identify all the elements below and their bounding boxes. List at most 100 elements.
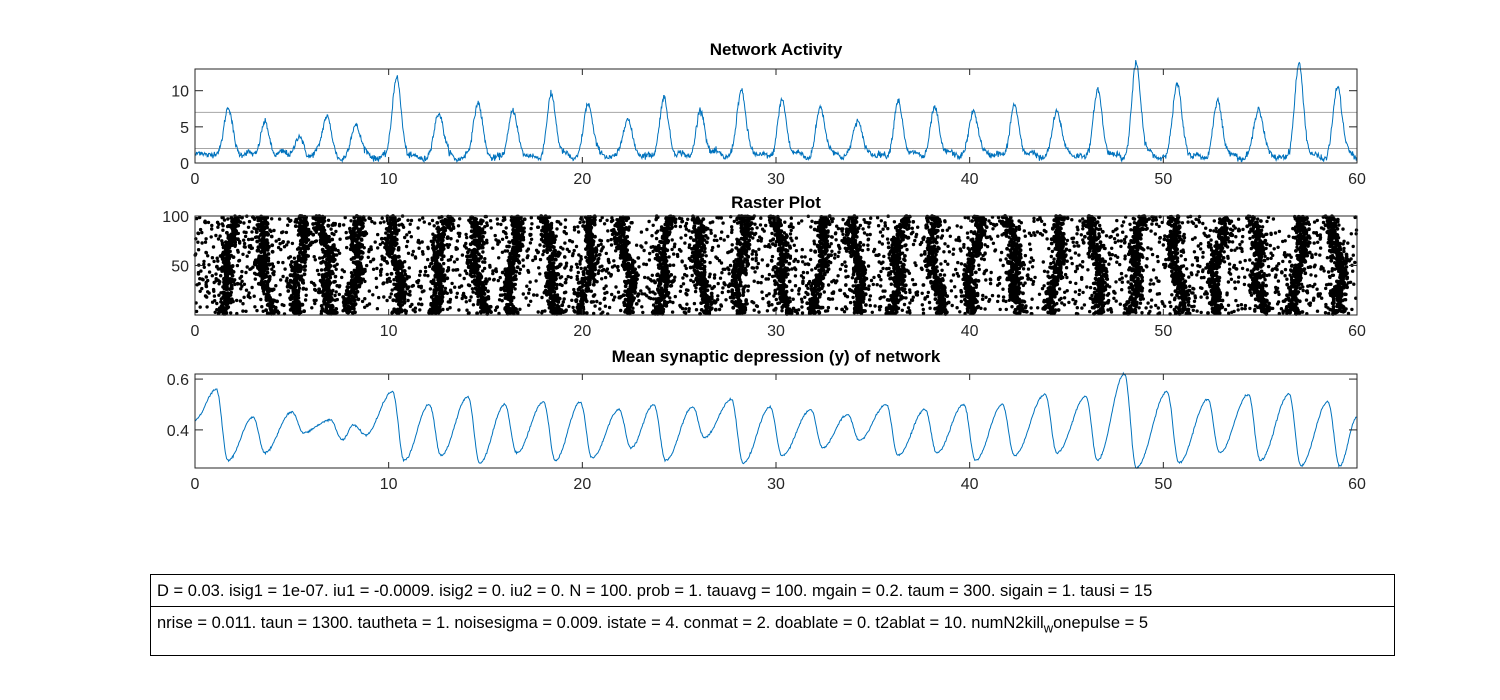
network-activity-xtick-label: 0 [191,171,200,188]
raster-spike [562,297,566,301]
raster-spike [458,217,462,221]
raster-spike [606,229,610,233]
raster-spike [350,294,354,298]
raster-spike [1186,220,1190,224]
raster-spike [295,265,300,270]
raster-spike [255,239,260,244]
raster-spike [403,291,408,296]
raster-spike [200,286,204,291]
raster-spike [382,220,386,224]
raster-spike [988,277,992,281]
raster-spike [726,289,731,294]
raster-spike [1081,217,1085,221]
raster-spike [610,216,614,220]
raster-spike [455,291,459,295]
raster-spike [1245,268,1250,272]
raster-spike [983,243,987,247]
raster-spike [1315,218,1320,223]
raster-spike [417,302,421,306]
raster-spike [767,272,772,277]
raster-spike [363,269,367,273]
raster-spike [1330,269,1334,273]
raster-spike [867,221,871,226]
raster-spike [831,290,836,294]
raster-spike [1114,299,1118,303]
raster-spike [723,267,727,271]
raster-spike [393,267,397,272]
raster-spike [863,220,867,224]
raster-spike [1082,303,1087,307]
raster-spike [491,269,495,273]
raster-spike [1149,298,1154,302]
raster-spike [1148,288,1153,293]
raster-spike [517,271,522,275]
raster-spike [204,251,209,255]
raster-spike [1004,257,1008,261]
raster-spike [448,306,452,310]
raster-spike [279,247,283,252]
raster-spike [400,291,405,296]
raster-spike [1080,275,1084,280]
raster-spike [311,232,316,237]
raster-spike [643,292,647,296]
raster-spike [1124,235,1128,239]
raster-spike [1291,226,1295,231]
raster-spike [763,244,767,248]
raster-spike [536,225,540,229]
raster-spike [270,243,275,248]
raster-spike [437,228,441,233]
raster-spike [1149,247,1153,251]
raster-spike [981,297,985,301]
raster-spike [358,228,362,233]
raster-spike [431,246,435,251]
raster-spike [299,267,303,272]
raster-spike [878,230,883,234]
raster-spike [418,269,423,274]
raster-spike [1075,240,1079,245]
raster-spike [481,260,485,264]
raster-spike [564,261,569,265]
raster-spike [1031,258,1035,263]
raster-spike [1112,290,1116,294]
raster-spike [198,289,202,293]
raster-spike [301,255,306,260]
raster-spike [505,249,510,253]
raster-spike [959,290,963,294]
raster-spike [411,308,415,312]
raster-spike [337,292,341,297]
raster-spike [224,298,228,303]
raster-spike [809,248,813,252]
raster-spike [755,266,759,270]
raster-spike [600,215,604,220]
raster-spike [358,244,363,249]
raster-spike [433,237,437,242]
raster-spike [575,274,579,279]
raster-spike [646,276,650,280]
raster-spike [619,308,623,313]
raster-spike [806,286,810,290]
raster-spike [235,281,240,286]
raster-spike [1194,256,1198,260]
raster-spike [985,244,990,249]
raster-spike [579,257,583,261]
raster-spike [754,231,758,236]
raster-spike [572,248,576,253]
raster-spike [250,230,254,234]
raster-spike [889,282,893,286]
raster-spike [1277,229,1282,234]
raster-spike [943,259,947,264]
raster-spike [687,229,691,233]
raster-spike [504,226,508,230]
raster-spike [1324,286,1328,291]
raster-spike [1348,280,1353,284]
raster-spike [564,231,568,236]
raster-spike [1353,260,1357,265]
raster-spike [299,259,304,264]
raster-spike [948,234,952,238]
raster-spike [225,252,230,257]
raster-spike [268,305,273,309]
raster-spike [834,306,839,311]
raster-spike [789,216,793,220]
raster-spike [375,266,379,271]
raster-spike [1232,265,1236,269]
